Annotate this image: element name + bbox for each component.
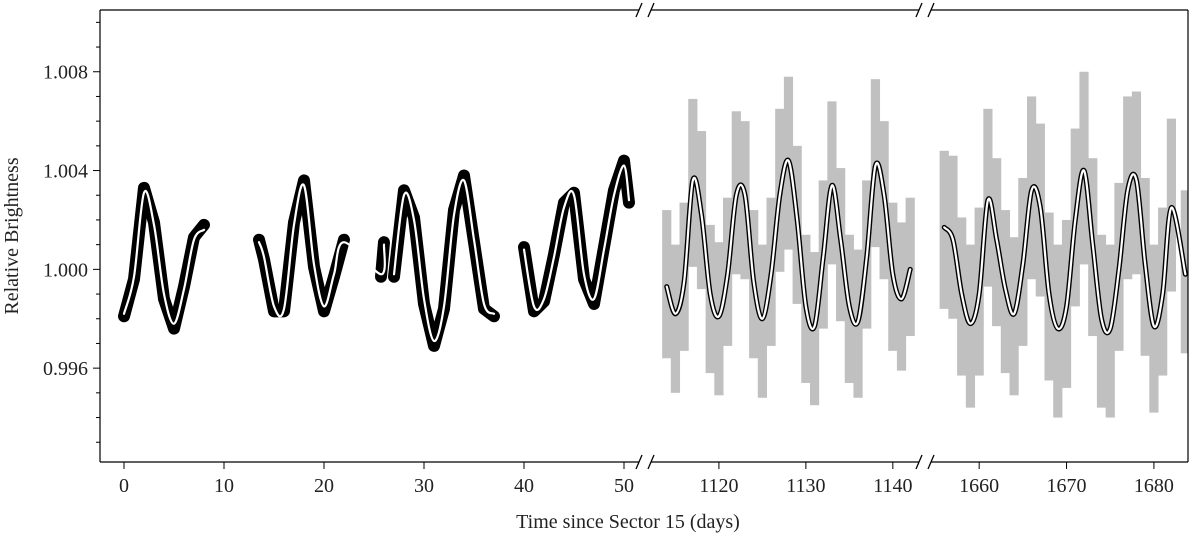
model-line bbox=[665, 159, 912, 331]
x-tick-label: 30 bbox=[414, 475, 434, 497]
x-tick-label: 1670 bbox=[1047, 475, 1087, 497]
break-mark bbox=[647, 454, 655, 470]
y-tick-label: 0.996 bbox=[43, 358, 88, 380]
x-axis-label: Time since Sector 15 (days) bbox=[516, 511, 740, 533]
x-tick-label: 0 bbox=[119, 475, 129, 497]
x-tick-label: 1120 bbox=[699, 475, 738, 497]
panel bbox=[939, 71, 1188, 418]
break-gap bbox=[919, 8, 931, 12]
panel bbox=[662, 76, 915, 406]
break-mark bbox=[635, 454, 643, 470]
x-tick-label: 50 bbox=[614, 475, 634, 497]
plot-area bbox=[118, 71, 1188, 418]
x-tick-label: 10 bbox=[214, 475, 234, 497]
break-gap bbox=[919, 460, 931, 464]
break-gap bbox=[639, 8, 651, 12]
break-mark bbox=[915, 2, 923, 18]
y-tick-label: 1.008 bbox=[43, 62, 88, 84]
break-mark bbox=[647, 2, 655, 18]
x-tick-label: 1660 bbox=[959, 475, 999, 497]
model-line bbox=[392, 178, 496, 343]
y-axis-label: Relative Brightness bbox=[1, 157, 23, 314]
x-tick-label: 1140 bbox=[873, 475, 912, 497]
x-tick-label: 1680 bbox=[1134, 475, 1174, 497]
break-mark bbox=[927, 2, 935, 18]
break-gap bbox=[639, 460, 651, 464]
axes: 0.996 1.000 1.004 1.008 0 10 20 30 40 50 1120 1130 1… bbox=[43, 2, 1189, 497]
data-points bbox=[518, 154, 635, 318]
error-band bbox=[670, 244, 681, 393]
model-line bbox=[943, 169, 1187, 334]
break-mark bbox=[635, 2, 643, 18]
x-tick-label: 1130 bbox=[786, 475, 825, 497]
model-line bbox=[122, 189, 206, 325]
panel bbox=[118, 154, 635, 352]
model-line bbox=[257, 183, 386, 318]
break-mark bbox=[927, 454, 935, 470]
break-mark bbox=[915, 454, 923, 470]
data-points bbox=[253, 174, 350, 318]
y-tick-label: 1.000 bbox=[43, 259, 88, 281]
model-line bbox=[522, 164, 631, 311]
y-tick-label: 1.004 bbox=[43, 161, 88, 183]
x-tick-label: 40 bbox=[514, 475, 534, 497]
x-tick-label: 20 bbox=[314, 475, 334, 497]
